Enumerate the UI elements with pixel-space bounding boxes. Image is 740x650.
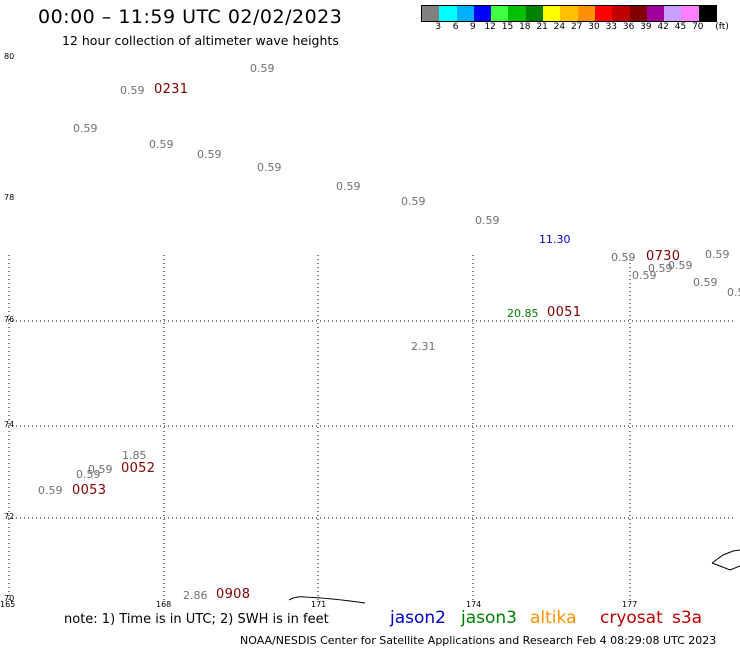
longitude-label: 171 <box>311 600 327 609</box>
wave-height-value: 1.85 <box>122 449 147 462</box>
wave-height-value: 0.59 <box>705 248 730 261</box>
legend-swatch <box>508 6 526 21</box>
color-scale-legend <box>421 5 718 22</box>
legend-unit-label: (ft) <box>715 22 729 32</box>
satellite-legend-jason3: jason3 <box>461 608 517 628</box>
legend-swatch <box>422 6 440 21</box>
graticule <box>8 255 735 600</box>
coastline-island-east <box>711 549 740 571</box>
legend-tick-label: 21 <box>536 22 548 32</box>
footer-credit: NOAA/NESDIS Center for Satellite Applica… <box>240 634 717 647</box>
legend-tick-label: 18 <box>519 22 531 32</box>
legend-tick-label: 27 <box>570 22 583 32</box>
pass-time-label: 0730 <box>646 249 681 264</box>
pass-time-label: 0908 <box>216 587 251 602</box>
wave-height-value: 2.86 <box>183 589 208 602</box>
wave-height-value: 0.5 <box>727 286 740 299</box>
wave-height-value: 0.59 <box>648 262 673 275</box>
satellite-legend-cryosat: cryosat <box>600 608 663 628</box>
longitude-label: 168 <box>156 600 172 609</box>
legend-tick-label: 15 <box>501 22 514 32</box>
longitude-label: 174 <box>466 600 482 609</box>
wave-height-value: 11.30 <box>539 233 571 246</box>
latitude-label: 76 <box>4 315 15 324</box>
wave-height-value: 0.59 <box>38 484 63 497</box>
legend-swatch <box>698 6 717 21</box>
legend-tick-label: 33 <box>605 22 618 32</box>
latitude-label: 70 <box>4 594 15 603</box>
legend-tick-label: 30 <box>588 22 600 32</box>
pass-time-label: 0051 <box>547 305 582 320</box>
wave-height-value: 0.59 <box>76 468 101 481</box>
wave-height-value: 0.59 <box>668 259 693 272</box>
wave-height-value: 0.59 <box>475 214 500 227</box>
map-subtitle: 12 hour collection of altimeter wave hei… <box>62 33 339 48</box>
legend-tick-label: 3 <box>435 22 442 32</box>
legend-swatch <box>525 6 544 21</box>
legend-tick-label: 12 <box>484 22 496 32</box>
wave-height-value: 0.59 <box>401 195 426 208</box>
legend-tick-label: 70 <box>692 22 704 32</box>
legend-tick-label: 6 <box>452 22 459 32</box>
legend-swatch <box>646 6 665 21</box>
wave-height-value: 0.59 <box>632 269 657 282</box>
pass-time-label: 0231 <box>154 82 189 97</box>
wave-height-value: 0.59 <box>336 180 361 193</box>
legend-swatch <box>681 6 699 21</box>
legend-tick-label: 9 <box>470 22 476 32</box>
legend-swatch <box>629 6 647 21</box>
legend-tick-label: 45 <box>674 22 687 32</box>
latitude-label: 74 <box>4 420 15 429</box>
footer-note: note: 1) Time is in UTC; 2) SWH is in fe… <box>64 612 329 627</box>
legend-tick-label: 39 <box>640 22 652 32</box>
coastline-island-south <box>288 596 366 604</box>
legend-swatch <box>594 6 613 21</box>
wave-height-value: 0.59 <box>120 84 145 97</box>
latitude-label: 72 <box>4 512 15 521</box>
map-title: 00:00 – 11:59 UTC 02/02/2023 <box>38 6 343 28</box>
legend-swatch <box>612 6 630 21</box>
wave-height-value: 0.59 <box>257 161 282 174</box>
legend-swatch <box>543 6 561 21</box>
pass-time-label: 0052 <box>121 461 156 476</box>
wave-height-value: 0.59 <box>73 122 98 135</box>
wave-height-value: 2.31 <box>411 340 436 353</box>
satellite-legend-jason2: jason2 <box>390 608 446 628</box>
legend-swatch <box>456 6 474 21</box>
latitude-label: 78 <box>4 193 15 202</box>
legend-swatch <box>473 6 492 21</box>
legend-swatch <box>439 6 457 21</box>
legend-tick-label: 36 <box>622 22 635 32</box>
pass-time-label: 0053 <box>72 483 107 498</box>
wave-height-value: 0.59 <box>611 251 636 264</box>
satellite-legend-s3a: s3a <box>672 608 703 628</box>
legend-swatch <box>577 6 595 21</box>
coastline <box>288 549 740 604</box>
wave-height-value: 0.59 <box>250 62 275 75</box>
wave-height-value: 0.59 <box>693 276 718 289</box>
longitude-label: 177 <box>622 600 638 609</box>
legend-swatch <box>491 6 509 21</box>
longitude-label: 165 <box>0 600 16 609</box>
legend-swatch <box>560 6 578 21</box>
legend-swatch <box>664 6 682 21</box>
wave-height-value: 20.85 <box>507 307 539 320</box>
wave-height-value: 0.59 <box>197 148 222 161</box>
satellite-legend-altika: altika <box>530 608 577 628</box>
legend-tick-label: 24 <box>553 22 566 32</box>
wave-height-value: 0.59 <box>88 463 113 476</box>
latitude-label: 80 <box>4 52 15 61</box>
wave-height-value: 0.59 <box>149 138 174 151</box>
legend-tick-label: 42 <box>657 22 669 32</box>
